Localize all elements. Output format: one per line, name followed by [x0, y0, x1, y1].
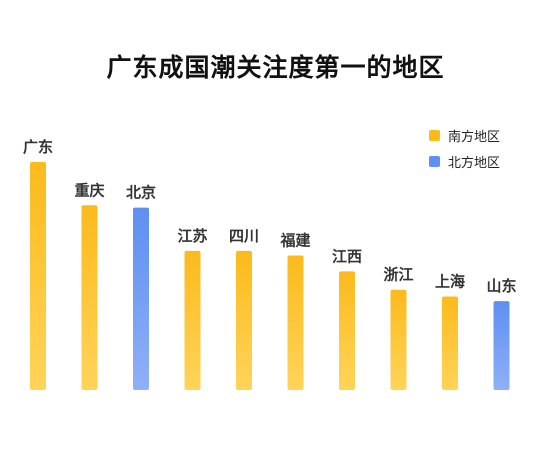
bar-7	[339, 271, 355, 390]
legend-swatch-south	[429, 129, 440, 141]
bar-9	[442, 296, 458, 390]
bar-label-9: 上海	[435, 273, 465, 291]
bar-label-3: 北京	[126, 184, 156, 202]
bar-5	[236, 250, 252, 390]
bar-3	[133, 207, 149, 390]
legend-item-south: 南方地区	[429, 122, 500, 148]
legend-label-north: 北方地区	[448, 155, 501, 171]
bar-label-10: 山东	[486, 277, 516, 295]
bar-label-5: 四川	[229, 227, 259, 245]
bar-label-6: 福建	[279, 232, 311, 250]
bar-label-4: 江苏	[177, 227, 207, 245]
legend-label-south: 南方地区	[448, 129, 501, 145]
legend-swatch-north	[429, 155, 440, 167]
bar-label-7: 江西	[332, 247, 362, 265]
bar-4	[184, 250, 201, 390]
bar-8	[390, 289, 407, 390]
chart-title: 广东成国潮关注度第一的地区	[106, 53, 445, 82]
chart-legend: 南方地区 北方地区	[429, 122, 500, 174]
bar-2	[81, 205, 98, 390]
bar-label-2: 重庆	[74, 181, 104, 199]
bar-label-1: 广东	[23, 138, 53, 156]
bar-label-8: 浙江	[383, 266, 413, 284]
legend-item-north: 北方地区	[429, 148, 500, 174]
bar-1	[30, 162, 46, 390]
bar-10	[493, 301, 510, 390]
bar-6	[287, 255, 304, 390]
